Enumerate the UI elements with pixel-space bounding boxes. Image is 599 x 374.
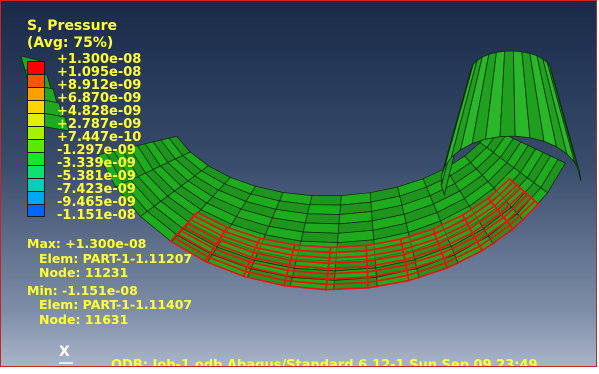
- legend-value: +1.095e-08: [57, 65, 142, 80]
- max-element: Elem: PART-1-1.11207: [39, 250, 193, 266]
- legend-value: +2.787e-09: [57, 117, 142, 132]
- viewport[interactable]: S, Pressure (Avg: 75%) +1.300e-08 +1.095e…: [0, 0, 597, 367]
- legend-value: -5.381e-09: [57, 169, 136, 184]
- mesh-model[interactable]: [1, 1, 597, 367]
- legend-value: -3.339e-09: [57, 156, 136, 171]
- footer-info: ODB: Job-1.odb Abaqus/Standard 6.12-1 Su…: [111, 358, 538, 367]
- legend-value: +4.828e-09: [57, 104, 142, 119]
- legend-swatch: [27, 74, 45, 87]
- legend-swatch: [27, 178, 45, 191]
- legend-value: +8.912e-09: [57, 78, 142, 93]
- legend-swatch: [27, 113, 45, 126]
- axis-triad-x-label: X: [59, 344, 70, 360]
- legend-value: -1.297e-09: [57, 143, 136, 158]
- legend-value: -9.465e-09: [57, 195, 136, 210]
- legend-swatch: [27, 191, 45, 204]
- legend-values: +1.300e-08 +1.095e-08 +8.912e-09 +6.870e-09…: [57, 53, 141, 222]
- legend-swatch: [27, 126, 45, 139]
- legend-color-bar: [27, 61, 45, 217]
- legend-swatch: [27, 61, 45, 74]
- max-node: Node: 11231: [39, 265, 129, 280]
- legend-title: S, Pressure: [27, 18, 117, 34]
- legend-swatch: [27, 100, 45, 113]
- legend-averaging: (Avg: 75%): [27, 35, 114, 51]
- legend-value: -7.423e-09: [57, 182, 136, 197]
- max-value: Max: +1.300e-08: [27, 236, 147, 251]
- min-max-info: Max: +1.300e-08 Elem: PART-1-1.11207 Nod…: [27, 236, 193, 327]
- min-element: Elem: PART-1-1.11407: [39, 297, 193, 312]
- legend-value: +6.870e-09: [57, 91, 142, 106]
- legend-value: +1.300e-08: [57, 52, 142, 67]
- legend-swatch: [27, 87, 45, 100]
- legend-value: -1.151e-08: [57, 208, 136, 223]
- legend-swatch: [27, 139, 45, 152]
- min-value: Min: -1.151e-08: [27, 282, 138, 298]
- legend-swatch: [27, 165, 45, 178]
- legend-value: +7.447e-10: [57, 130, 142, 145]
- legend-swatch: [27, 204, 45, 217]
- legend-swatch: [27, 152, 45, 165]
- min-node: Node: 11631: [39, 311, 129, 327]
